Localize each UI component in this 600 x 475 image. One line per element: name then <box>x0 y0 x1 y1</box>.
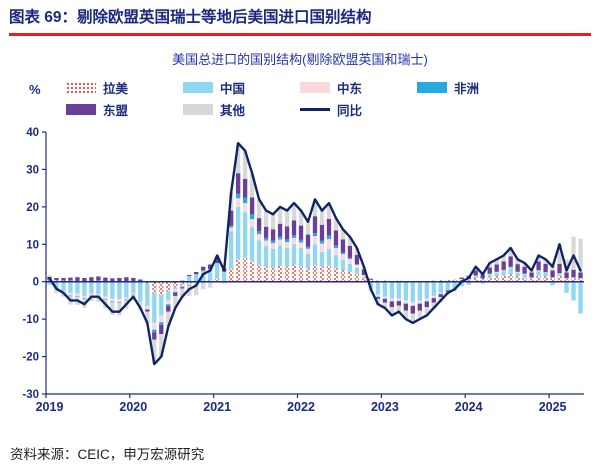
legend-swatch <box>66 103 96 115</box>
legend: 拉美 中国 中东 非洲东盟 其他 同比 <box>66 76 534 120</box>
legend-label: 中东 <box>337 81 363 96</box>
svg-text:0: 0 <box>33 277 39 289</box>
legend-swatch <box>417 81 447 93</box>
svg-text:-30: -30 <box>22 389 39 401</box>
chart-plot: -30 -20 -10 0 10 20 30 40 2019 2020 2021 2022 2023 20… <box>22 127 584 414</box>
svg-text:2023: 2023 <box>371 400 399 414</box>
legend-label: 其他 <box>220 103 246 118</box>
yoy-line <box>48 142 582 366</box>
svg-text:30: 30 <box>26 165 39 177</box>
legend-item-5: 其他 <box>183 98 300 120</box>
legend-item-3: 非洲 <box>417 76 534 98</box>
legend-label: 非洲 <box>454 81 480 96</box>
legend-label: 同比 <box>337 103 363 118</box>
legend-label: 拉美 <box>103 81 129 96</box>
svg-text:10: 10 <box>26 239 39 251</box>
svg-text:20: 20 <box>26 202 39 214</box>
svg-text:2019: 2019 <box>36 400 64 414</box>
legend-swatch <box>183 103 213 115</box>
figure-title: 图表 69：剔除欧盟英国瑞士等地后美国进口国别结构 <box>9 9 372 26</box>
svg-text:-10: -10 <box>22 314 39 326</box>
svg-text:2025: 2025 <box>539 400 567 414</box>
chart-area: 美国总进口的国别结构(剔除欧盟英国和瑞士) % 拉美 中国 中东 非洲东盟 其他 同比 -… <box>0 36 600 437</box>
legend-swatch <box>183 81 213 93</box>
svg-text:2024: 2024 <box>455 400 483 414</box>
y-axis-unit-label: % <box>29 82 41 98</box>
figure-header: 图表 69：剔除欧盟英国瑞士等地后美国进口国别结构 <box>0 0 600 37</box>
legend-swatch <box>66 81 96 93</box>
legend-item-6: 同比 <box>300 98 417 120</box>
svg-text:2022: 2022 <box>287 400 315 414</box>
legend-item-2: 中东 <box>300 76 417 98</box>
svg-text:40: 40 <box>26 127 39 139</box>
legend-line-swatch <box>300 103 330 115</box>
svg-text:-20: -20 <box>22 352 39 364</box>
legend-item-0: 拉美 <box>66 76 183 98</box>
legend-item-1: 中国 <box>183 76 300 98</box>
red-rule <box>9 33 591 37</box>
axes: -30 -20 -10 0 10 20 30 40 2019 2020 2021 2022 2023 20… <box>22 127 566 414</box>
legend-swatch <box>300 81 330 93</box>
legend-item-4: 东盟 <box>66 98 183 120</box>
source-note: 资料来源：CEIC，申万宏源研究 <box>10 447 205 462</box>
chart-title: 美国总进口的国别结构(剔除欧盟英国和瑞士) <box>172 52 428 68</box>
svg-text:2021: 2021 <box>203 400 231 414</box>
legend-label: 中国 <box>220 81 246 96</box>
stacked-bars <box>47 143 583 365</box>
legend-label: 东盟 <box>103 103 129 118</box>
svg-text:2020: 2020 <box>119 400 147 414</box>
